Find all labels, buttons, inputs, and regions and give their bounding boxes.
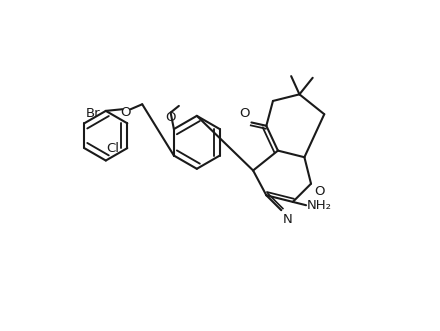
Text: O: O	[314, 185, 325, 198]
Text: O: O	[165, 111, 176, 124]
Text: O: O	[239, 107, 250, 120]
Text: Br: Br	[86, 107, 101, 120]
Text: Cl: Cl	[106, 142, 119, 155]
Text: O: O	[121, 106, 131, 119]
Text: NH₂: NH₂	[307, 199, 332, 212]
Text: N: N	[283, 213, 293, 226]
